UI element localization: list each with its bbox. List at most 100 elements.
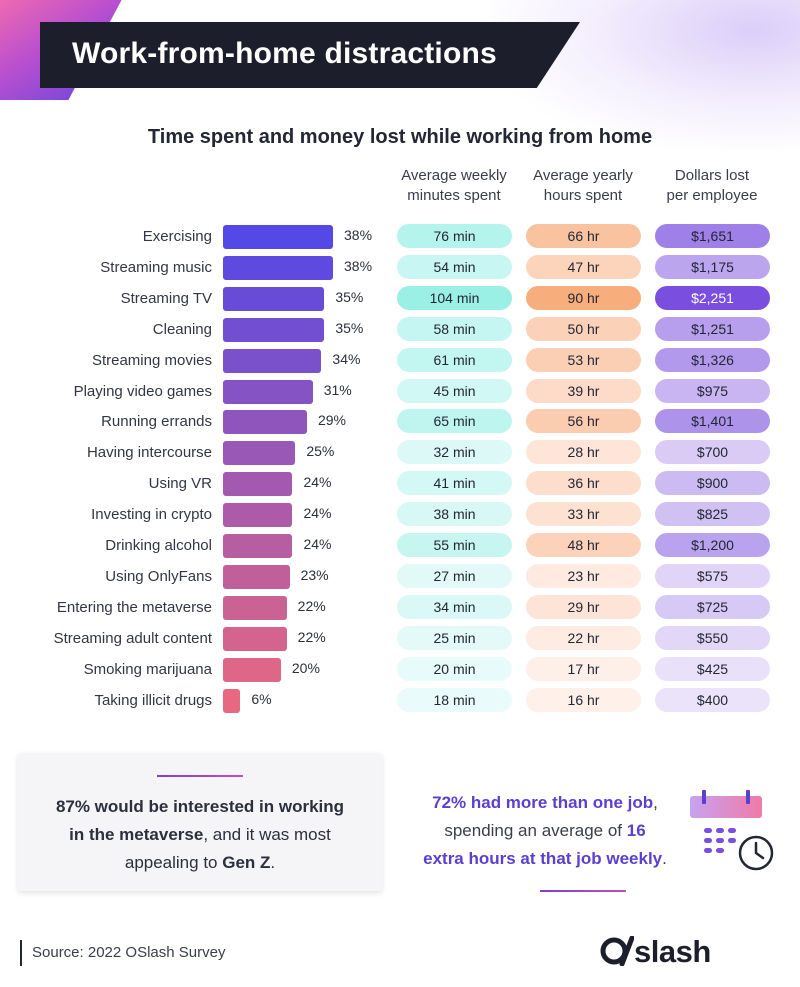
- dollars-pill: $425: [655, 657, 770, 681]
- percent-bar: [223, 410, 307, 434]
- minutes-pill: 54 min: [397, 255, 512, 279]
- percent-label: 6%: [251, 691, 272, 707]
- minutes-pill: 34 min: [397, 595, 512, 619]
- oslash-logo: slash: [600, 934, 711, 970]
- category-label: Streaming music: [100, 259, 212, 276]
- column-header-hours-line1: Average yearly: [533, 167, 633, 184]
- source-divider: [20, 940, 22, 966]
- minutes-pill: 45 min: [397, 379, 512, 403]
- minutes-pill: 76 min: [397, 224, 512, 248]
- percent-label: 24%: [303, 536, 332, 552]
- dollars-pill: $1,401: [655, 409, 770, 433]
- category-label: Playing video games: [73, 383, 212, 400]
- hours-pill: 50 hr: [526, 317, 641, 341]
- hours-pill: 29 hr: [526, 595, 641, 619]
- callout-left-highlight-1: 87% would be interested in working: [55, 797, 345, 816]
- callout-left-text-3: appealing to: [124, 853, 223, 872]
- minutes-pill: 104 min: [397, 286, 512, 310]
- oslash-logo-text: slash: [634, 934, 711, 969]
- percent-bar: [223, 596, 287, 620]
- callout-right-text: 72% had more than one job, spending an a…: [400, 789, 690, 873]
- callout-left-highlight-3: Gen Z: [222, 853, 271, 872]
- hours-pill: 66 hr: [526, 224, 641, 248]
- minutes-pill: 20 min: [397, 657, 512, 681]
- percent-label: 25%: [306, 443, 335, 459]
- percent-label: 20%: [291, 660, 320, 676]
- minutes-pill: 27 min: [397, 564, 512, 588]
- percent-bar: [223, 658, 281, 682]
- category-label: Using OnlyFans: [105, 568, 212, 585]
- dollars-pill: $1,175: [655, 255, 770, 279]
- accent-divider: [540, 890, 626, 892]
- minutes-pill: 32 min: [397, 440, 512, 464]
- callout-left-text-4: .: [270, 853, 276, 872]
- percent-label: 34%: [332, 351, 361, 367]
- chart-title: Time spent and money lost while working …: [147, 126, 653, 148]
- callout-right-highlight-3: extra hours at that job weekly: [423, 849, 663, 868]
- category-label: Cleaning: [152, 321, 212, 338]
- percent-bar: [223, 380, 313, 404]
- category-label: Investing in crypto: [91, 506, 212, 523]
- percent-bar: [223, 287, 325, 311]
- hours-pill: 48 hr: [526, 533, 641, 557]
- minutes-pill: 18 min: [397, 688, 512, 712]
- minutes-pill: 58 min: [397, 317, 512, 341]
- column-header-minutes: Average weekly minutes spent: [390, 166, 518, 206]
- callout-right-highlight-2: 16: [626, 821, 646, 840]
- column-header-dollars-line2: per employee: [666, 187, 758, 204]
- calendar-clock-icon: [690, 790, 774, 871]
- percent-bar: [223, 627, 287, 651]
- percent-label: 38%: [344, 258, 373, 274]
- dollars-pill: $700: [655, 440, 770, 464]
- minutes-pill: 25 min: [397, 626, 512, 650]
- percent-bar: [223, 472, 293, 496]
- column-header-dollars: Dollars lost per employee: [648, 166, 776, 206]
- dollars-pill: $2,251: [655, 286, 770, 310]
- category-label: Taking illicit drugs: [94, 692, 212, 709]
- source-text: Source: 2022 OSlash Survey: [32, 944, 226, 961]
- minutes-pill: 61 min: [397, 348, 512, 372]
- category-label: Running errands: [101, 413, 212, 430]
- dollars-pill: $575: [655, 564, 770, 588]
- dollars-pill: $550: [655, 626, 770, 650]
- dollars-pill: $900: [655, 471, 770, 495]
- hours-pill: 23 hr: [526, 564, 641, 588]
- callout-left-text: 87% would be interested in working in th…: [30, 793, 370, 877]
- percent-label: 22%: [297, 629, 326, 645]
- hours-pill: 28 hr: [526, 440, 641, 464]
- hours-pill: 53 hr: [526, 348, 641, 372]
- percent-label: 22%: [297, 598, 326, 614]
- callout-right-highlight-1: 72% had more than one job: [432, 793, 654, 812]
- title-banner: [40, 22, 580, 88]
- column-header-minutes-line1: Average weekly: [401, 167, 507, 184]
- minutes-pill: 41 min: [397, 471, 512, 495]
- dollars-pill: $1,251: [655, 317, 770, 341]
- percent-bar: [223, 503, 293, 527]
- category-label: Streaming adult content: [53, 630, 212, 647]
- dollars-pill: $825: [655, 502, 770, 526]
- percent-label: 29%: [317, 412, 346, 428]
- callout-right-text-1: ,: [653, 793, 658, 812]
- minutes-pill: 38 min: [397, 502, 512, 526]
- callout-right-text-3: .: [662, 849, 667, 868]
- category-label: Smoking marijuana: [83, 661, 212, 678]
- percent-label: 38%: [344, 227, 373, 243]
- column-header-hours-line2: hours spent: [543, 187, 623, 204]
- dollars-pill: $1,651: [655, 224, 770, 248]
- percent-bar: [223, 318, 325, 342]
- category-label: Using VR: [148, 475, 212, 492]
- hours-pill: 33 hr: [526, 502, 641, 526]
- callout-left-highlight-2: in the metaverse: [69, 825, 204, 844]
- minutes-pill: 65 min: [397, 409, 512, 433]
- dollars-pill: $1,200: [655, 533, 770, 557]
- category-label: Entering the metaverse: [56, 599, 212, 616]
- category-label: Exercising: [142, 228, 212, 245]
- dollars-pill: $725: [655, 595, 770, 619]
- percent-bar: [223, 441, 296, 465]
- hours-pill: 36 hr: [526, 471, 641, 495]
- hours-pill: 22 hr: [526, 626, 641, 650]
- percent-label: 24%: [303, 474, 332, 490]
- dollars-pill: $400: [655, 688, 770, 712]
- column-header-minutes-line2: minutes spent: [407, 187, 501, 204]
- hours-pill: 17 hr: [526, 657, 641, 681]
